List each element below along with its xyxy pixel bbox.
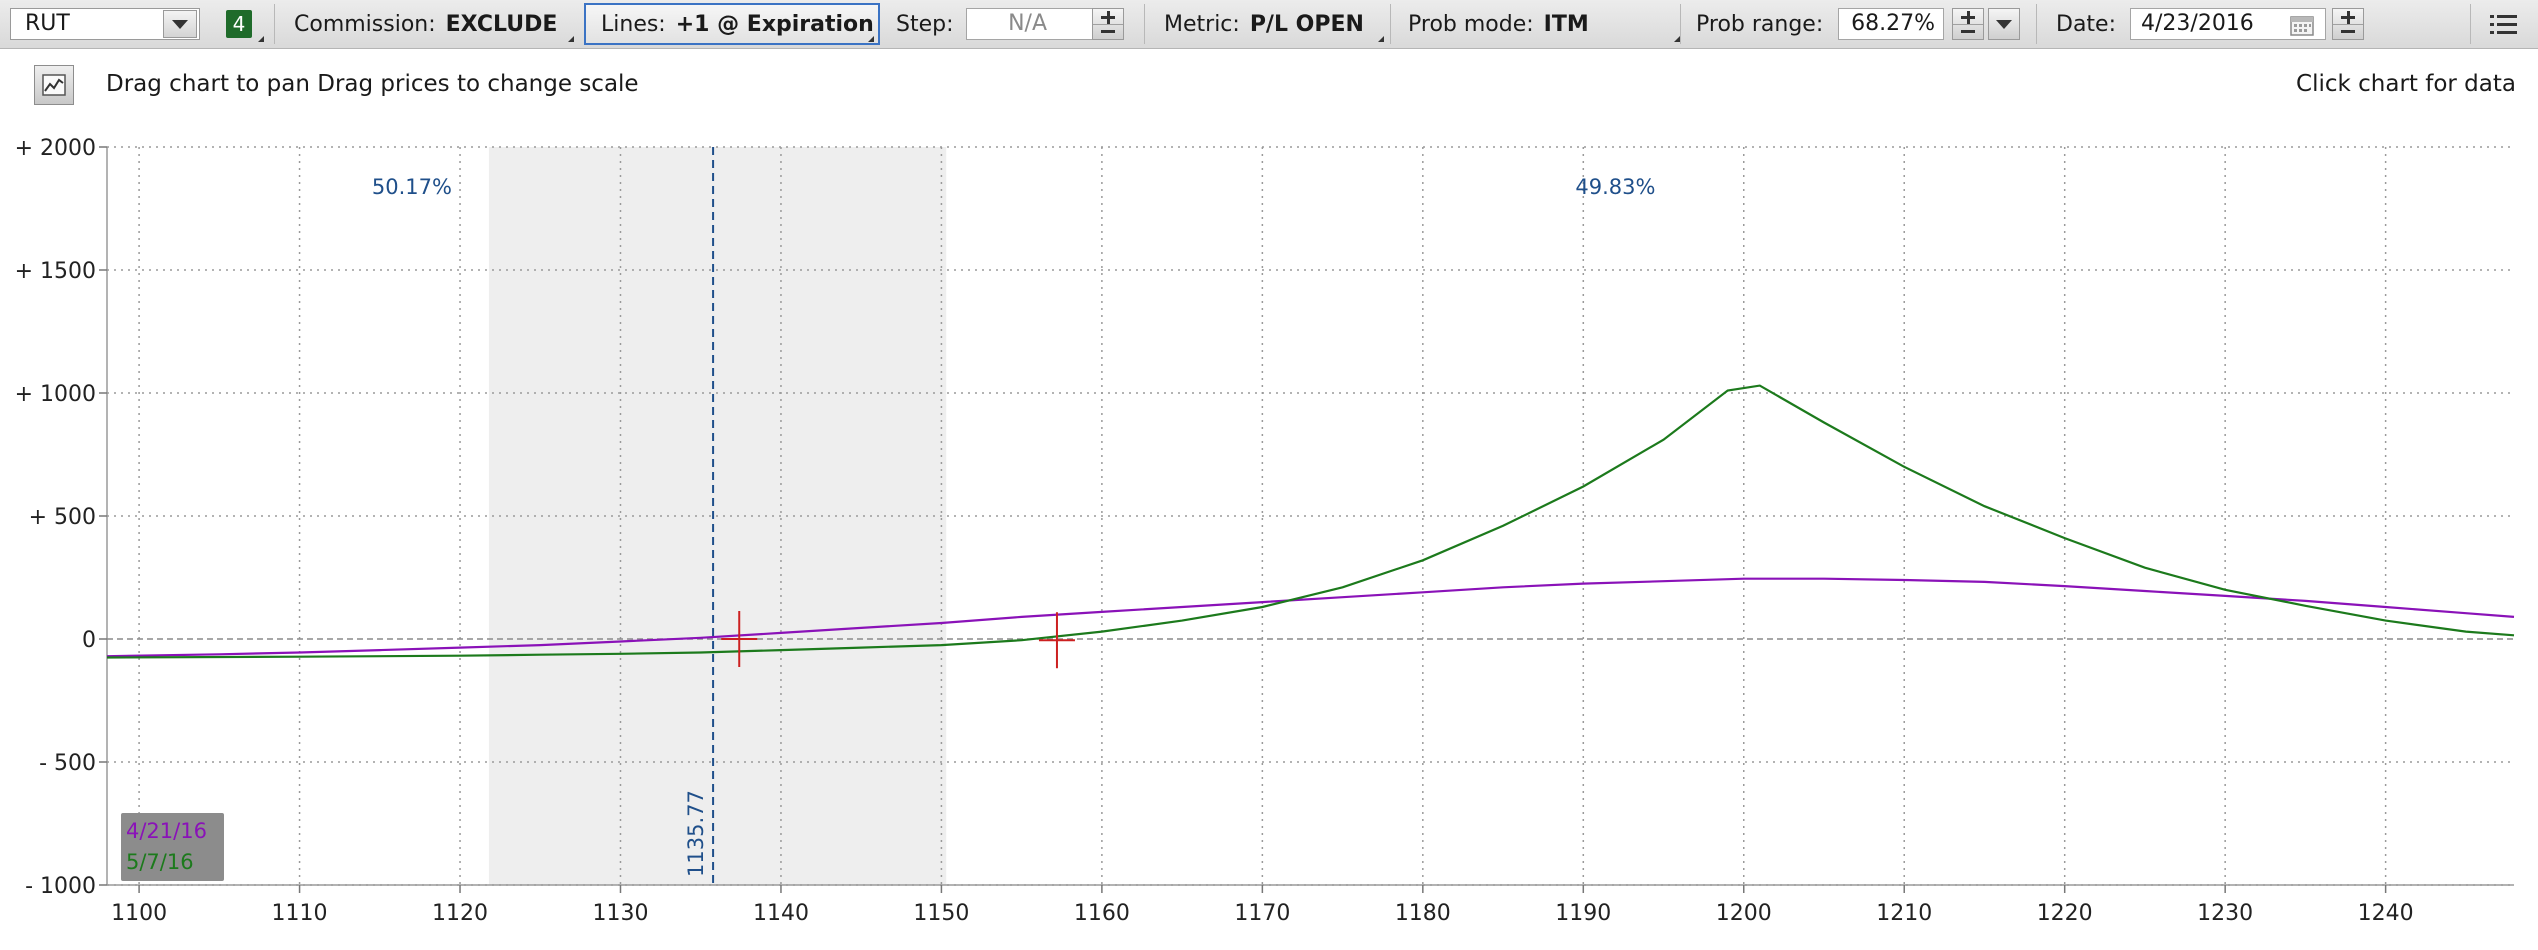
minus-icon bbox=[2341, 30, 2355, 33]
metric-label: Metric: bbox=[1164, 11, 1240, 37]
prob-range-dropdown-button[interactable] bbox=[1988, 8, 2020, 40]
probability-labels: 50.17% 49.83% bbox=[372, 175, 1656, 199]
x-tick-label: 1120 bbox=[432, 901, 488, 926]
toolbar-divider bbox=[1144, 4, 1145, 44]
corner-menu-icon bbox=[1674, 36, 1680, 42]
x-tick-label: 1220 bbox=[2037, 901, 2093, 926]
lines-label: Lines: bbox=[601, 11, 666, 37]
pl-series bbox=[106, 384, 2515, 659]
prob-mode-value: ITM bbox=[1543, 11, 1589, 37]
calendar-icon[interactable] bbox=[2290, 14, 2314, 36]
x-tick-label: 1110 bbox=[272, 901, 328, 926]
toolbar-divider bbox=[274, 4, 275, 44]
info-bar: Drag chart to pan Drag prices to change … bbox=[0, 49, 2538, 133]
toolbar: RUT 4 Commission: EXCLUDE Lines: +1 @ Ex… bbox=[0, 0, 2538, 49]
x-tick-label: 1190 bbox=[1555, 901, 1611, 926]
line-chart-icon bbox=[42, 74, 66, 96]
x-tick-label: 1160 bbox=[1074, 901, 1130, 926]
x-tick-label: 1210 bbox=[1876, 901, 1932, 926]
toolbar-divider bbox=[2036, 4, 2037, 44]
plus-icon-stem bbox=[2347, 11, 2350, 24]
legend-entry-2: 5/7/16 bbox=[126, 850, 194, 874]
symbol-value: RUT bbox=[25, 11, 70, 36]
toolbar-divider bbox=[1390, 4, 1391, 44]
metric-selector[interactable]: Metric: P/L OPEN bbox=[1164, 0, 1364, 48]
stepper-divider bbox=[2333, 24, 2363, 25]
corner-menu-icon bbox=[868, 36, 874, 42]
chevron-down-icon bbox=[1996, 19, 2012, 29]
toolbar-divider bbox=[1680, 4, 1681, 44]
current-price-line[interactable]: 1135.77 bbox=[684, 147, 715, 885]
metric-value: P/L OPEN bbox=[1249, 11, 1364, 37]
date-stepper[interactable] bbox=[2332, 8, 2364, 40]
x-tick-label: 1200 bbox=[1716, 901, 1772, 926]
y-tick-label: - 1000 bbox=[25, 874, 96, 899]
series-line-1 bbox=[106, 577, 2515, 658]
probability-label: 49.83% bbox=[1575, 175, 1655, 199]
chart-settings-button[interactable] bbox=[34, 65, 74, 105]
minus-icon bbox=[1961, 30, 1975, 33]
y-tick-label: + 2000 bbox=[15, 136, 96, 161]
x-tick-label: 1180 bbox=[1395, 901, 1451, 926]
menu-icon[interactable] bbox=[2490, 12, 2518, 36]
chevron-down-icon bbox=[172, 19, 188, 29]
prob-mode-label: Prob mode: bbox=[1408, 11, 1534, 37]
prob-mode-selector[interactable]: Prob mode: ITM bbox=[1408, 0, 1589, 48]
prob-range-stepper[interactable] bbox=[1952, 8, 1984, 40]
prob-range-field[interactable]: 68.27% bbox=[1838, 8, 1944, 40]
breakeven-markers bbox=[721, 611, 1075, 669]
stepper-divider bbox=[1953, 24, 1983, 25]
commission-value: EXCLUDE bbox=[445, 11, 558, 37]
commission-selector[interactable]: Commission: EXCLUDE bbox=[294, 0, 557, 48]
x-tick-label: 1130 bbox=[592, 901, 648, 926]
date-value: 4/23/2016 bbox=[2141, 11, 2254, 36]
toolbar-divider bbox=[2470, 4, 2471, 44]
lines-value: +1 @ Expiration bbox=[675, 11, 874, 37]
y-tick-label: 0 bbox=[82, 628, 96, 653]
chart-background bbox=[0, 133, 2538, 950]
legend: 4/21/16 5/7/16 bbox=[121, 813, 224, 881]
minus-icon bbox=[1101, 30, 1115, 33]
x-tick-label: 1170 bbox=[1234, 901, 1290, 926]
corner-menu-icon bbox=[568, 36, 574, 42]
y-tick-label: + 1500 bbox=[15, 259, 96, 284]
x-tick-label: 1150 bbox=[913, 901, 969, 926]
legend-entry-1: 4/21/16 bbox=[126, 819, 207, 843]
x-tick-label: 1240 bbox=[2358, 901, 2414, 926]
stepper-divider bbox=[1093, 24, 1123, 25]
symbol-dropdown-button[interactable] bbox=[163, 10, 197, 38]
date-label: Date: bbox=[2056, 11, 2116, 37]
link-group-badge[interactable]: 4 bbox=[226, 10, 252, 38]
commission-label: Commission: bbox=[294, 11, 436, 37]
plus-icon-stem bbox=[1967, 11, 1970, 24]
probability-label: 50.17% bbox=[372, 175, 452, 199]
x-axis: 1100 1110 1120 1130 1140 1150 1160 1170 1180 1190… bbox=[111, 885, 2414, 926]
x-tick-label: 1100 bbox=[111, 901, 167, 926]
lines-text: Lines: +1 @ Expiration bbox=[601, 0, 874, 48]
prob-range-label: Prob range: bbox=[1696, 11, 1824, 37]
series-line-2 bbox=[106, 384, 2515, 659]
y-tick-label: + 1000 bbox=[15, 382, 96, 407]
corner-menu-icon bbox=[258, 36, 264, 42]
price-line-label: 1135.77 bbox=[684, 790, 708, 877]
x-tick-label: 1140 bbox=[753, 901, 809, 926]
corner-menu-icon bbox=[1378, 36, 1384, 42]
step-value: N/A bbox=[1008, 11, 1047, 36]
click-chart-hint: Click chart for data bbox=[2296, 71, 2516, 97]
step-label: Step: bbox=[896, 11, 954, 37]
y-tick-label: - 500 bbox=[39, 751, 96, 776]
pan-scale-hint: Drag chart to pan Drag prices to change … bbox=[106, 71, 639, 97]
y-axis: + 2000 + 1500 + 1000 + 500 0 - 500 - 1000 bbox=[15, 136, 107, 899]
y-tick-label: + 500 bbox=[29, 505, 96, 530]
x-tick-label: 1230 bbox=[2197, 901, 2253, 926]
plus-icon-stem bbox=[1107, 11, 1110, 24]
prob-range-value: 68.27% bbox=[1851, 11, 1935, 36]
step-field[interactable]: N/A bbox=[966, 8, 1094, 40]
lines-selector[interactable] bbox=[584, 3, 880, 45]
risk-profile-chart[interactable]: + 2000 + 1500 + 1000 + 500 0 - 500 - 1000 1100… bbox=[0, 133, 2538, 950]
step-stepper[interactable] bbox=[1092, 8, 1124, 40]
legend-box bbox=[121, 813, 224, 881]
